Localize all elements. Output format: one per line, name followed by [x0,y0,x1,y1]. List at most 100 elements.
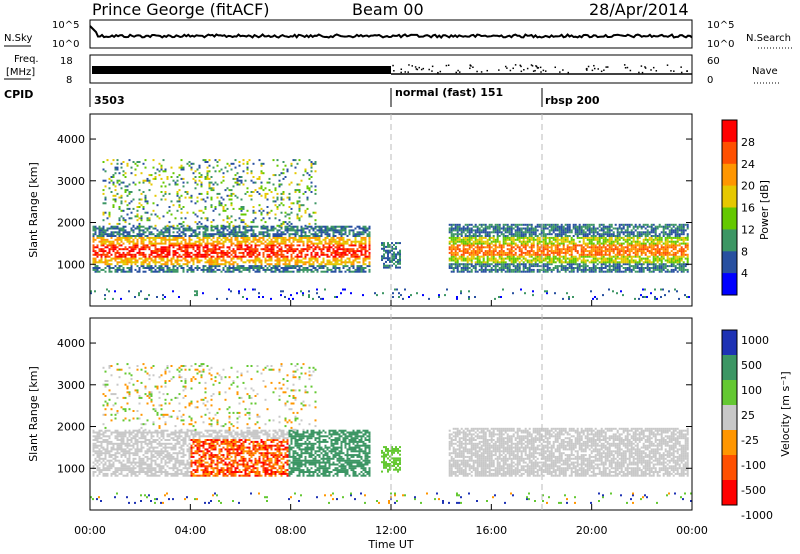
nave-dot [562,69,564,71]
power-cell [286,196,289,199]
power-cell [232,251,235,254]
power-cell [590,270,593,273]
power-cell [596,253,599,256]
power-cell [100,238,103,241]
power-cell [162,270,165,273]
power-cell [508,259,511,262]
power-cell [130,253,133,256]
power-cell [381,257,383,260]
power-cell [354,268,357,271]
power-cell [558,231,561,234]
power-cell [510,246,513,249]
power-cell [180,250,183,253]
power-cell [166,229,169,232]
power-cell [298,207,301,210]
power-cell [140,261,143,264]
power-cell [393,257,395,260]
power-cell [278,265,281,268]
power-cell [214,265,217,268]
power-cell [126,236,129,239]
power-cell [160,185,163,188]
power-cell [486,246,489,249]
power-cell [506,225,509,228]
power-cell [582,270,585,273]
power-cell [324,240,327,243]
power-cell [140,217,143,220]
power-cell [314,185,317,188]
power-cell [508,233,511,236]
power-cell [624,246,627,249]
power-cell [570,259,573,262]
power-cell [528,265,531,268]
power-cell [608,267,611,269]
power-cell [494,253,497,256]
power-cell [212,233,215,236]
power-cell [186,191,189,193]
power-cell [286,244,289,247]
power-cell [240,257,243,260]
power-cell [526,268,529,271]
nave-dot [534,69,536,72]
power-cell [462,263,465,266]
power-cell [584,235,587,237]
power-cell [260,213,263,216]
power-cell [630,229,633,232]
power-cell [300,253,303,256]
power-cell [146,236,149,239]
power-cell [540,231,543,234]
power-cell [364,250,367,253]
power-cell [282,198,285,201]
power-cell [387,257,389,260]
power-cell [138,224,141,227]
power-cell [302,227,305,230]
power-cell [472,242,475,245]
power-cell [208,235,211,237]
power-cell [466,259,469,262]
power-cell [520,255,523,258]
power-cell [608,229,611,232]
power-cell [574,259,577,262]
power-cell [118,261,121,264]
power-cell [514,261,517,264]
power-cell [332,259,335,262]
power-cell [168,206,171,208]
power-cell [144,166,147,169]
power-cell [302,204,305,207]
power-cell [128,238,131,241]
power-cell [284,238,287,241]
power-cell [222,240,225,243]
power-cell [512,255,515,258]
power-cell [580,248,583,251]
power-cell [318,242,321,245]
power-cell [284,270,287,273]
power-cell [348,267,351,269]
power-cell [610,270,613,273]
power-cell [578,244,581,247]
power-cell [518,255,521,258]
power-cell [194,187,197,190]
power-cell [246,161,249,163]
power-cell [632,259,635,262]
power-cell [246,235,249,237]
power-cell [114,253,117,256]
power-cell [262,268,265,271]
power-cell [178,174,181,177]
power-cell [104,270,107,273]
power-cell [624,267,627,269]
power-cell [214,233,217,236]
power-cell [112,204,115,207]
power-cell [518,223,521,226]
power-cell [218,251,221,254]
power-cell [100,253,103,256]
power-cell [540,229,543,232]
power-cell [182,233,185,236]
power-cell [350,244,353,247]
power-cell [542,250,545,253]
power-cell [260,242,263,245]
power-cell [399,242,401,245]
power-cell [152,255,155,258]
power-cell [204,206,207,208]
power-cell [550,240,553,243]
nave-dot [392,64,394,67]
power-cell [240,240,243,243]
